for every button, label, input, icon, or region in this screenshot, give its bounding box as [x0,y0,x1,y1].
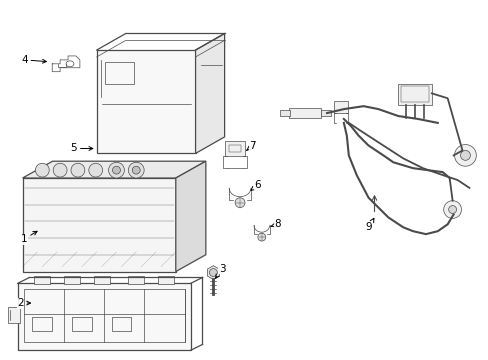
Circle shape [112,166,120,174]
Circle shape [443,201,461,219]
Bar [289,108,321,118]
Text: 1: 1 [21,231,37,244]
Bar [397,84,431,105]
Bar [225,141,244,156]
Polygon shape [22,178,175,271]
Polygon shape [195,33,224,153]
Bar [23,289,184,342]
Circle shape [132,166,140,174]
Text: 9: 9 [365,219,373,232]
Polygon shape [97,50,195,153]
Bar [8,307,20,323]
Text: 6: 6 [250,180,261,190]
Bar [333,101,347,113]
Circle shape [35,163,49,177]
Bar [111,317,131,330]
Bar [32,317,52,330]
Text: 2: 2 [17,298,30,308]
Bar [34,275,50,284]
Circle shape [257,233,265,241]
Circle shape [454,145,475,166]
Bar [94,275,109,284]
Circle shape [71,163,84,177]
Bar [400,86,428,102]
Circle shape [128,162,144,178]
Bar [64,275,80,284]
Bar [229,145,241,152]
Text: 5: 5 [70,144,93,153]
Circle shape [53,163,67,177]
Circle shape [108,162,124,178]
Bar [18,283,190,350]
Circle shape [447,206,456,213]
Bar [72,317,92,330]
Bar [158,275,173,284]
Circle shape [209,269,217,276]
Bar [128,275,144,284]
Circle shape [460,150,469,160]
Text: 7: 7 [246,140,256,150]
Polygon shape [22,161,205,178]
Polygon shape [175,161,205,271]
Circle shape [235,198,244,208]
Text: 8: 8 [270,219,281,229]
Text: 3: 3 [215,264,225,278]
Bar [279,110,290,116]
Bar [321,110,330,116]
Text: 4: 4 [21,55,46,65]
Circle shape [89,163,102,177]
Bar [104,62,134,84]
